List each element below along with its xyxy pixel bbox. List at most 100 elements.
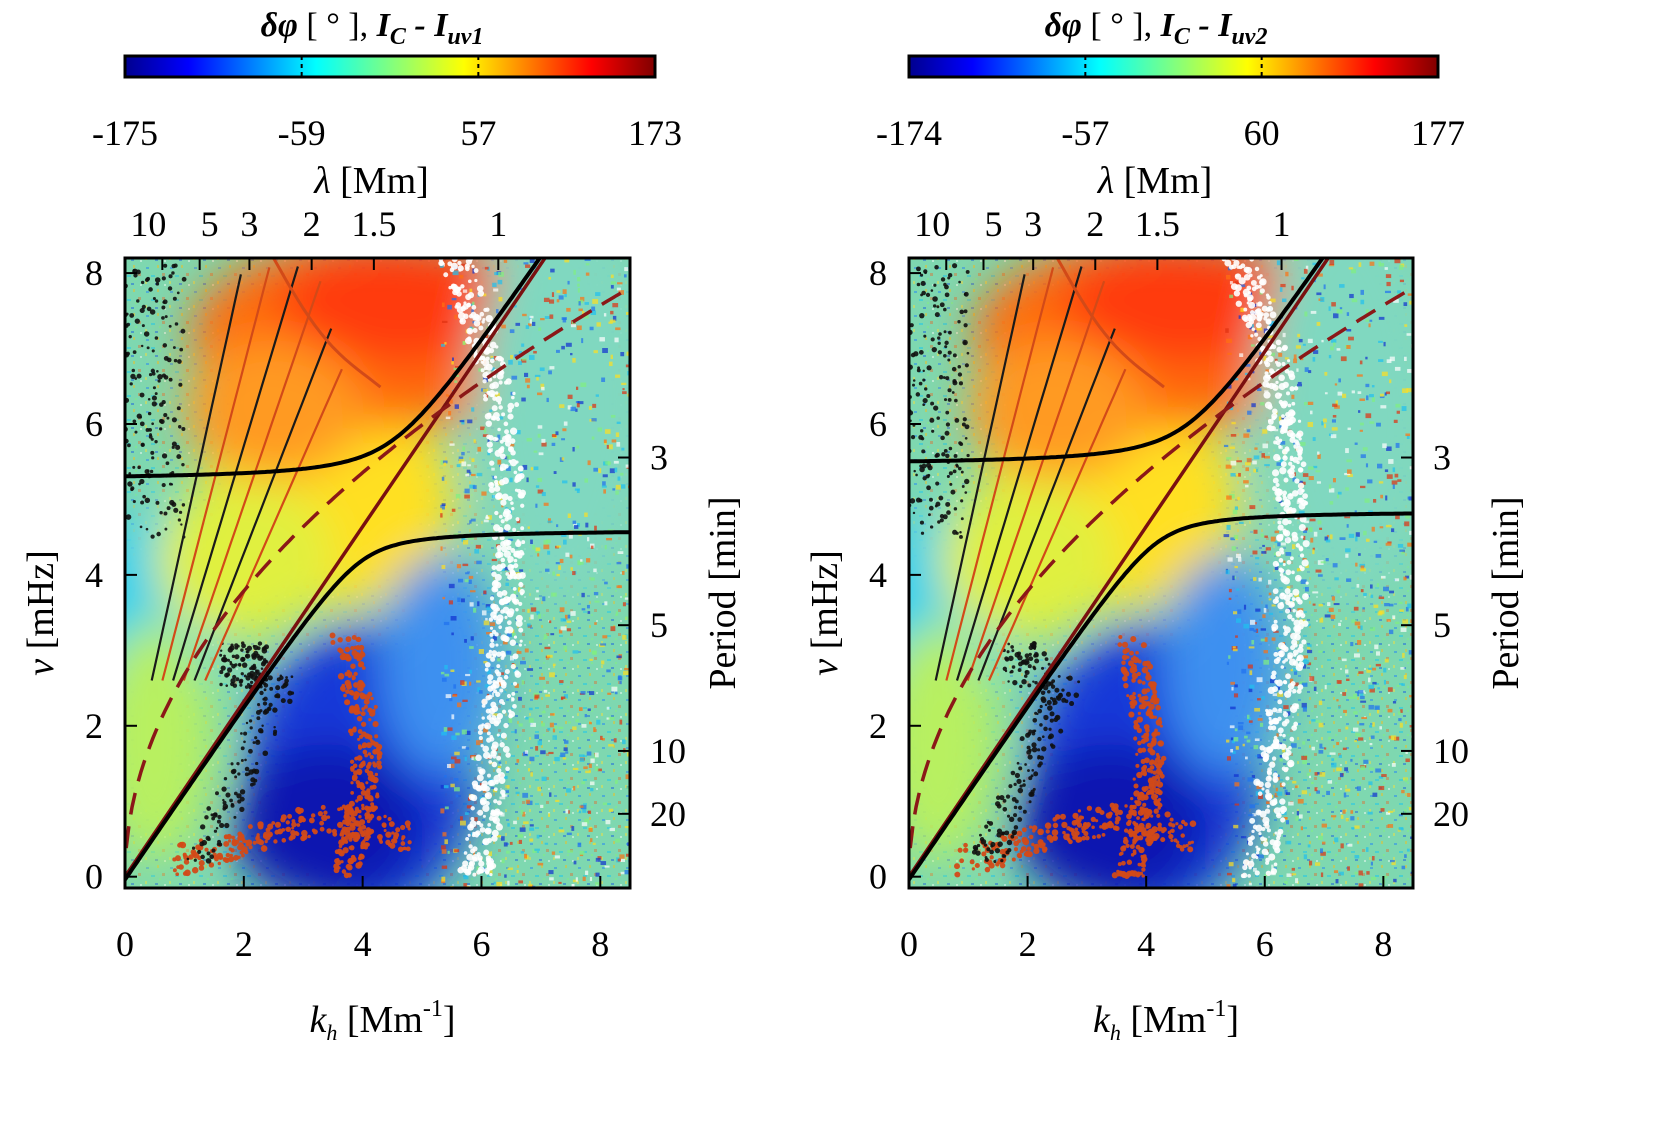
black-contour [125,263,295,864]
x-tick-label: 6 [472,924,490,964]
top-axis-label: λ [Mm] [1097,160,1213,202]
ridge-lines [934,258,1165,681]
colorbar-tick-label: 177 [1411,113,1465,153]
ridge-line [945,267,1055,681]
lower-branch-curve [909,511,1412,881]
heatmap-blobs [125,258,630,888]
top-tick-label: 5 [985,204,1003,244]
colorbar-tick-label: 173 [628,113,682,153]
ridge-line [955,266,1083,681]
yellow-region-2 [937,479,1118,640]
right-tick-label: 3 [1433,438,1451,478]
dashed-curve [125,287,630,849]
top-tick-label: 5 [201,204,219,244]
model-curves [125,258,630,881]
colorbar-gradient [907,54,1440,79]
ridge-line [934,274,1026,681]
ridge-line [966,280,1106,681]
y-tick-label: 6 [85,404,103,444]
y-tick-label: 8 [869,253,887,293]
green-region [909,620,999,861]
y-tick-label: 2 [869,706,887,746]
colorbar-title: δφ [ ° ], IC - Iuv1 [261,7,484,50]
panel-right: -174 -57 60 177 δφ [ ° ], IC - Iuv2 0 2 4 6 8 0 2 4 6… [804,7,1527,1045]
blue-edge [379,555,500,776]
x-tick-label: 8 [591,924,609,964]
x-axis-label: kh [Mm-1] [1093,996,1239,1045]
noise-region [474,258,630,602]
x-tick-label: 2 [235,924,253,964]
top-tick-label: 3 [1024,204,1042,244]
yellow-region-2 [153,479,334,640]
x-tick-label: 2 [1019,924,1037,964]
colorbar: -175 -59 57 173 δφ [ ° ], IC - Iuv1 [92,7,682,153]
top-tick-label: 1 [489,204,507,244]
blue-edge [1163,555,1284,776]
orange-contour [954,634,1197,879]
top-tick-label: 1 [1273,204,1291,244]
top-tick-label: 10 [130,204,166,244]
top-tick-label: 10 [914,204,950,244]
green-region [125,620,215,861]
solid-line [125,258,547,878]
colorbar-tick-label: 60 [1244,113,1280,153]
ridge-line [182,280,322,681]
top-tick-label: 2 [303,204,321,244]
x-tick-label: 8 [1374,924,1392,964]
right-tick-label: 10 [1433,731,1469,771]
right-tick-label: 20 [650,794,686,834]
colorbar: -174 -57 60 177 δφ [ ° ], IC - Iuv2 [876,7,1465,153]
y-tick-label: 2 [85,706,103,746]
ridge-lines [150,258,382,681]
x-tick-label: 0 [900,924,918,964]
orange-ridge [1055,258,1165,389]
panel-left: -175 -59 57 173 δφ [ ° ], IC - Iuv1 0 2 4 6 8 0 2 4 6… [20,7,744,1045]
colorbar-tick-label: -59 [278,113,326,153]
red-core [278,258,519,364]
heatmap [909,258,1413,888]
colorbar-title: δφ [ ° ], IC - Iuv2 [1045,7,1268,50]
right-axis-label: Period [min] [1485,496,1527,689]
axes-frame [907,256,1415,890]
top-axis-label: λ [Mm] [313,160,429,202]
x-tick-label: 4 [1137,924,1155,964]
colorbar-tick-label: -57 [1061,113,1109,153]
upper-branch-curve [125,258,543,479]
solid-line [909,258,1330,878]
colorbar-gradient [123,54,657,79]
right-tick-label: 10 [650,731,686,771]
lower-branch-curve [125,530,629,881]
orange-region [967,338,1148,479]
colorbar-tick-label: -175 [92,113,158,153]
orange-contour [172,632,412,879]
right-tick-label: 3 [650,438,668,478]
top-tick-label: 1.5 [1135,204,1180,244]
y-tick-label: 8 [85,253,103,293]
axes-frame [123,256,632,890]
right-tick-label: 5 [650,605,668,645]
x-tick-label: 4 [354,924,372,964]
y-axis-label: ν [mHz] [804,550,846,676]
top-tick-label: 2 [1086,204,1104,244]
top-tick-label: 1.5 [351,204,396,244]
y-tick-label: 4 [85,555,103,595]
colorbar-tick-label: -174 [876,113,942,153]
upper-branch-curve [909,258,1326,464]
ridge-line [193,328,333,681]
y-axis-label: ν [mHz] [20,550,62,676]
x-tick-label: 0 [116,924,134,964]
right-axis-label: Period [min] [702,496,744,689]
ridge-line [150,274,242,681]
y-tick-label: 0 [869,857,887,897]
ridge-line [977,328,1116,681]
orange-region [183,338,364,479]
y-tick-label: 6 [869,404,887,444]
x-tick-label: 6 [1256,924,1274,964]
model-curves [909,258,1413,881]
y-tick-label: 0 [85,857,103,897]
ridge-line [204,368,343,681]
top-tick-label: 3 [240,204,258,244]
